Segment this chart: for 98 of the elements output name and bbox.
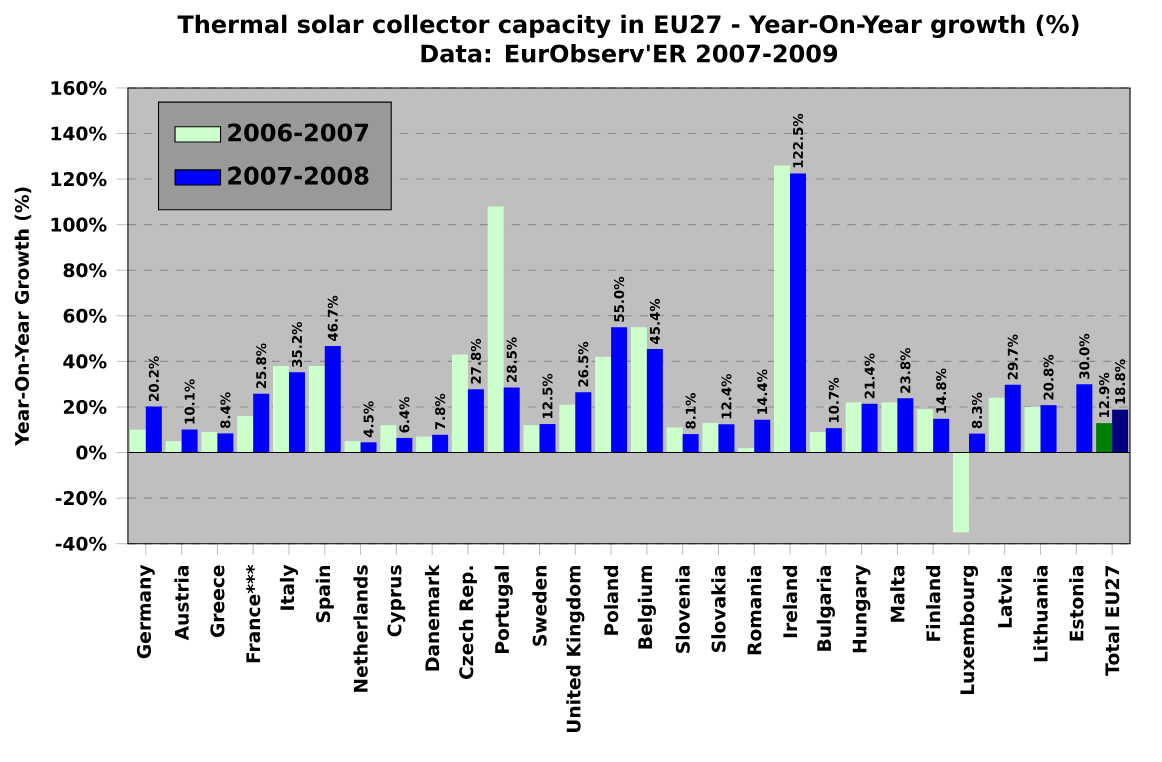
y-tick-label: -20%: [55, 490, 107, 506]
bar: [595, 356, 612, 453]
y-tick-label: 80%: [63, 263, 107, 278]
bar: [416, 436, 433, 453]
bar: [503, 387, 520, 453]
x-tick-label: United Kingdom: [566, 565, 585, 732]
bar: [181, 429, 198, 453]
y-tick-label: 60%: [63, 308, 107, 323]
x-tick-label: Belgium: [637, 565, 656, 649]
x-tick-label: Latvia: [997, 565, 1012, 628]
bar: [861, 403, 878, 453]
bar: [1004, 384, 1021, 453]
bar: [145, 406, 162, 453]
x-tick-label: Malta: [890, 565, 905, 622]
x-tick-label: Sweden: [532, 565, 547, 646]
y-axis-title: Year-On-Year Growth (%): [14, 187, 32, 446]
bar: [881, 402, 898, 453]
x-tick-label: Germany: [136, 564, 155, 659]
x-tick-label: Netherlands: [353, 565, 368, 692]
y-tick-label: 140%: [51, 126, 107, 141]
y-tick-label: 160%: [51, 80, 107, 95]
x-tick-label: Estonia: [1069, 565, 1084, 641]
bar: [933, 418, 950, 453]
y-tick-label: 0%: [76, 445, 107, 460]
bar: [129, 429, 146, 453]
bar: [396, 437, 413, 453]
bar: [523, 425, 540, 453]
bar: [790, 173, 807, 453]
x-tick-label: Greece: [210, 565, 225, 637]
bar: [432, 434, 449, 453]
bar: [344, 441, 361, 453]
x-tick-label: Bulgaria: [816, 565, 835, 651]
bar: [825, 428, 842, 453]
legend-label: 2006-2007: [228, 123, 369, 142]
x-tick-label: Czech Rep.: [458, 566, 477, 679]
bar: [845, 402, 862, 453]
bar: [1024, 406, 1041, 453]
bar: [952, 452, 969, 533]
x-tick-label: Finland: [925, 565, 941, 641]
bar: [809, 431, 826, 453]
y-tick-label: 100%: [51, 217, 107, 232]
x-tick-label: Lithuania: [1033, 565, 1048, 662]
bar: [1112, 409, 1129, 453]
bar: [217, 433, 234, 453]
x-tick-label: Slovakia: [711, 565, 726, 652]
bar: [1076, 384, 1093, 453]
bar: [702, 422, 719, 453]
bar: [487, 206, 504, 453]
bar: [288, 372, 305, 453]
bar: [611, 327, 628, 453]
x-tick-label: Italy: [279, 564, 299, 610]
x-tick-label: Luxembourg: [959, 565, 979, 694]
x-tick-label: Total EU27: [1104, 565, 1120, 676]
y-tick-label: 120%: [51, 171, 107, 187]
bar: [774, 165, 791, 453]
bar: [360, 442, 377, 453]
bar: [201, 431, 218, 453]
legend-label: 2007-2008: [228, 166, 369, 185]
bar: [467, 389, 484, 453]
bar: [451, 354, 468, 453]
x-tick-label: Danemark: [424, 564, 440, 671]
bar: [539, 423, 556, 453]
bar: [253, 393, 270, 453]
x-tick-label: France***: [246, 564, 261, 663]
bar: [988, 397, 1005, 453]
x-tick-label: Slovenia: [675, 565, 690, 653]
x-tick-label: Cyprus: [387, 565, 406, 637]
x-tick-label: Portugal: [494, 565, 513, 653]
y-tick-label: 40%: [63, 354, 107, 369]
x-tick-label: Ireland: [782, 565, 798, 638]
x-tick-label: Austria: [174, 565, 189, 641]
bar: [324, 346, 341, 453]
bar: [1096, 423, 1113, 453]
bar: [630, 327, 647, 453]
bar: [165, 441, 182, 453]
bar: [897, 398, 914, 453]
bar: [1040, 405, 1057, 453]
bar: [308, 365, 325, 453]
bar: [754, 419, 771, 453]
chart-subtitle: Data: EurObserv'ER 2007-2009: [421, 43, 838, 63]
y-tick-label: -40%: [55, 536, 107, 551]
x-tick-label: Hungary: [852, 564, 871, 653]
bar: [559, 404, 576, 453]
bar: [575, 392, 592, 453]
x-tick-label: Romania: [747, 565, 762, 655]
bar: [718, 424, 735, 453]
bar: [380, 425, 397, 453]
bar: [272, 365, 289, 453]
bar: [237, 415, 254, 453]
y-tick-label: 20%: [63, 399, 107, 414]
bar: [917, 409, 934, 453]
bar: [968, 433, 985, 453]
bar: [646, 348, 663, 453]
bar: [682, 433, 699, 453]
chart-title: Thermal solar collector capacity in EU27 - Year-On-Year growth (%): [177, 14, 1079, 38]
x-tick-label: Spain: [315, 565, 334, 623]
x-tick-label: Poland: [603, 565, 619, 635]
bar: [666, 427, 683, 453]
